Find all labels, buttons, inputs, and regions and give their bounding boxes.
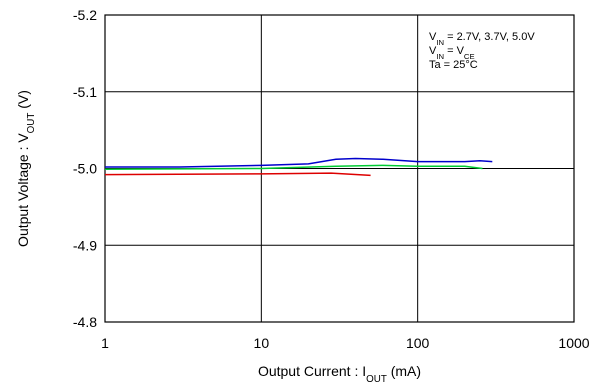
series-line xyxy=(104,164,483,171)
series-line xyxy=(105,157,493,168)
x-tick-label: 100 xyxy=(406,335,430,351)
annotation: VIN = 2.7V, 3.7V, 5.0V xyxy=(429,31,535,47)
annotation-part: Ta = 25°C xyxy=(429,59,478,71)
annotation-box xyxy=(424,25,573,83)
annotation-part: = 2.7V, 3.7V, 5.0V xyxy=(444,31,535,43)
y-tick-label: -4.8 xyxy=(73,314,97,330)
y-axis-label-part: (V) xyxy=(15,90,31,113)
annotation: VIN = VCE xyxy=(429,45,475,61)
x-axis-label-part: (mA) xyxy=(387,363,421,379)
y-tick-label: -4.9 xyxy=(73,237,97,253)
y-axis-label-sub: OUT xyxy=(26,113,37,134)
x-tick-label: 1000 xyxy=(558,335,589,351)
y-tick-label: -5.0 xyxy=(73,161,97,177)
annotation-sub: IN xyxy=(436,38,444,47)
x-axis-label-part: Output Current : I xyxy=(258,363,366,379)
annotation-part: V xyxy=(429,31,437,43)
annotation-sub: CE xyxy=(464,52,475,61)
y-axis-label: Output Voltage : VOUT (V) xyxy=(15,90,37,247)
annotation-part: = V xyxy=(444,45,465,57)
x-axis-label-sub: OUT xyxy=(366,374,387,385)
series-line xyxy=(104,172,371,177)
x-axis-label: Output Current : IOUT (mA) xyxy=(258,363,421,385)
x-tick-label: 10 xyxy=(254,335,270,351)
annotation-part: V xyxy=(429,45,437,57)
annotation-sub: IN xyxy=(436,52,444,61)
y-tick-label: -5.2 xyxy=(73,7,97,23)
annotation: Ta = 25°C xyxy=(429,59,478,71)
y-tick-label: -5.1 xyxy=(73,84,97,100)
y-axis-label-part: Output Voltage : V xyxy=(15,133,31,247)
plot-frame xyxy=(104,14,575,323)
x-tick-label: 1 xyxy=(101,335,109,351)
